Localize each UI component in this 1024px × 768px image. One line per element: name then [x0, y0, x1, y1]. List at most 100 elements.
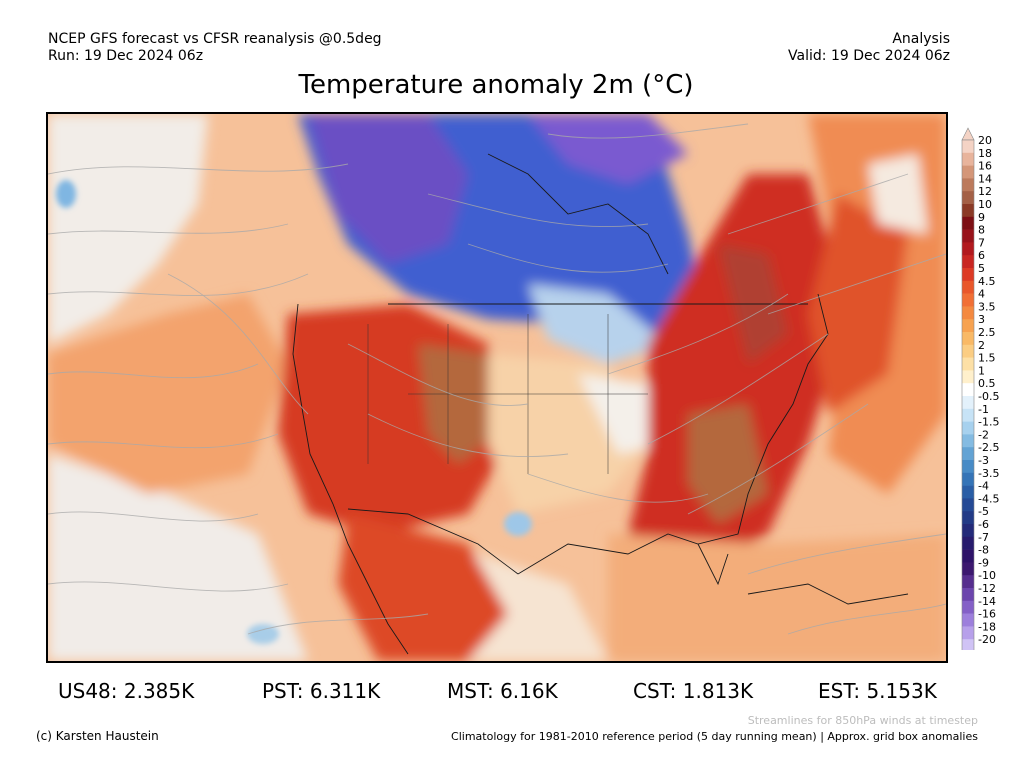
colorbar-tick-label: -6 [978, 518, 989, 531]
colorbar-tick-label: -20 [978, 633, 996, 646]
colorbar-swatch [962, 280, 974, 294]
colorbar-tick-label: 0.5 [978, 377, 996, 390]
pacific-nw-neutral-zone [48, 114, 208, 344]
colorbar-swatch [962, 408, 974, 422]
colorbar-tick-label: 9 [978, 211, 985, 224]
colorbar-swatch [962, 216, 974, 230]
colorbar-tick-label: 8 [978, 224, 985, 237]
colorbar-tick-label: 2.5 [978, 326, 996, 339]
colorbar-frame [961, 139, 975, 650]
atlantic-hot-zone [808, 194, 908, 414]
colorbar-tick-label: -10 [978, 569, 996, 582]
colorbar-swatch [962, 268, 974, 282]
colorbar-tick-label: -14 [978, 595, 996, 608]
colorbar-tick-label: 10 [978, 198, 992, 211]
anomaly-field [48, 114, 946, 661]
stat-pst: PST: 6.311K [262, 679, 381, 703]
colorbar-tick-label: -4.5 [978, 492, 999, 505]
cold-patches [56, 180, 532, 644]
colorbar-tick-label: 4.5 [978, 275, 996, 288]
colorbar-tick-label: 1.5 [978, 352, 996, 365]
colorbar-swatch [962, 344, 974, 358]
map-title: Temperature anomaly 2m (°C) [298, 70, 694, 100]
stat-us48: US48: 2.385K [58, 679, 195, 703]
colorbar-swatch [962, 332, 974, 346]
stat-est: EST: 5.153K [818, 679, 937, 703]
mexico-hot-zone [338, 514, 508, 661]
eastern-hot-zone [628, 174, 848, 574]
colorbar-tick-label: 14 [978, 172, 992, 185]
caribbean-warm-zone [608, 534, 946, 661]
colorbar-swatch [962, 178, 974, 192]
colorbar-tick-label: 4 [978, 288, 985, 301]
colorbar-tick-label: -2 [978, 428, 989, 441]
colorbar-tick-label: 2 [978, 339, 985, 352]
colorbar-swatch [962, 152, 974, 166]
colorbar-tick-label: 20 [978, 134, 992, 147]
colorbar-swatch [962, 306, 974, 320]
pacific-south-cold-patch [247, 624, 279, 644]
colorbar-tick-label: -9 [978, 556, 989, 569]
hudson-bay-coastline [487, 153, 669, 275]
colorbar-tick-label: 18 [978, 147, 992, 160]
model-source-text: NCEP GFS forecast vs CFSR reanalysis @0.… [48, 31, 382, 47]
credit-text: (c) Karsten Haustein [36, 729, 159, 743]
colorbar-tick-label: -1 [978, 403, 989, 416]
pacific-coastline [292, 303, 409, 655]
pacific-warm-band [48, 294, 288, 494]
colorbar-swatch [962, 524, 974, 538]
header-right: Analysis Valid: 19 Dec 2024 06z [788, 31, 950, 65]
anomaly-map [46, 112, 948, 663]
gulf-atlantic-coastline [517, 293, 829, 575]
state-borders [367, 314, 648, 474]
pacific-cold-patch [56, 180, 76, 208]
colorbar-swatch [962, 511, 974, 525]
colorbar-swatch [962, 370, 974, 384]
north-atlantic-neutral-zone [868, 154, 928, 234]
colorbar-tick-label: 7 [978, 236, 985, 249]
colorbar-swatch [962, 140, 974, 154]
wind-streamlines [48, 123, 946, 635]
stat-cst: CST: 1.813K [633, 679, 754, 703]
colorbar-swatch [962, 485, 974, 499]
colorbar-tick-label: -5 [978, 505, 989, 518]
colorbar-swatch [962, 626, 974, 640]
colorbar-tick-label: -12 [978, 582, 996, 595]
colorbar-swatch [962, 319, 974, 333]
colorbar-tick-label: -0.5 [978, 390, 999, 403]
climatology-note: Climatology for 1981-2010 reference peri… [451, 730, 978, 743]
colorbar-top-extension [961, 127, 975, 141]
coastlines [292, 153, 909, 655]
colorbar-tick-label: 12 [978, 185, 992, 198]
colorbar-swatch [962, 229, 974, 243]
caribbean-islands [747, 583, 909, 605]
map-canvas [48, 114, 946, 661]
colorbar-swatch [962, 357, 974, 371]
header-left: NCEP GFS forecast vs CFSR reanalysis @0.… [48, 31, 382, 65]
colorbar-tick-label: -1.5 [978, 416, 999, 429]
colorbar-swatch [962, 588, 974, 602]
arctic-cold-zone [528, 114, 688, 184]
pacific-sw-neutral-zone [48, 454, 308, 661]
streamlines-note: Streamlines for 850hPa winds at timestep [747, 714, 978, 727]
colorbar-swatch [962, 396, 974, 410]
canada-very-cold-zone [308, 114, 468, 264]
colorbar-tick-label: 1 [978, 364, 985, 377]
colorbar-tick-label: -8 [978, 544, 989, 557]
colorbar-swatch [962, 293, 974, 307]
rockies-very-hot-zone [418, 344, 498, 464]
colorbar-swatch [962, 536, 974, 550]
colorbar-swatch [962, 421, 974, 435]
colorbar-swatch [962, 600, 974, 614]
colorbar-tick-label: 5 [978, 262, 985, 275]
colorbar-tick-label: -4 [978, 480, 989, 493]
colorbar-swatch [962, 242, 974, 256]
colorbar-tick-label: -16 [978, 608, 996, 621]
stat-mst: MST: 6.16K [447, 679, 558, 703]
valid-time-text: Valid: 19 Dec 2024 06z [788, 48, 950, 64]
colorbar-tick-label: -7 [978, 531, 989, 544]
colorbar-tick-label: -2.5 [978, 441, 999, 454]
colorbar-tick-label: 3.5 [978, 300, 996, 313]
colorbar-swatch [962, 204, 974, 218]
colorbar-swatch [962, 639, 974, 650]
